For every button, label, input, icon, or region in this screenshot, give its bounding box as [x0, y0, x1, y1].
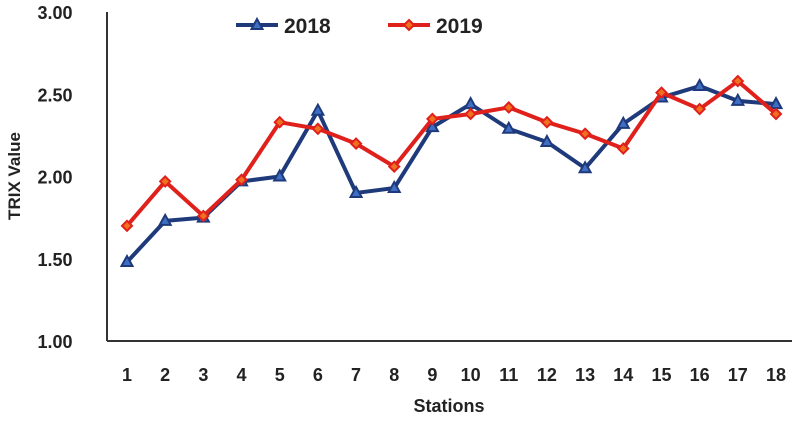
data-point-2019 — [273, 115, 287, 129]
data-point-2019 — [158, 175, 172, 188]
data-point-2018 — [577, 160, 593, 174]
data-point-2018 — [768, 96, 784, 110]
data-point-2018 — [157, 212, 173, 226]
data-point-2019 — [120, 219, 134, 233]
x-tick-label: 4 — [237, 365, 247, 385]
data-point-2019 — [731, 74, 745, 88]
data-point-2019 — [769, 107, 783, 121]
data-point-2019 — [387, 160, 401, 174]
data-point-2019 — [502, 100, 516, 114]
data-point-2019 — [311, 122, 325, 136]
data-point-2018 — [616, 115, 631, 129]
data-point-2019 — [425, 112, 439, 126]
data-point-2019 — [540, 115, 554, 129]
x-tick-label: 10 — [461, 365, 481, 385]
data-point-2018 — [501, 120, 516, 134]
data-point-2018 — [310, 102, 326, 116]
x-tick-label: 13 — [575, 365, 595, 385]
series-line-2018 — [125, 84, 777, 264]
data-point-2019 — [196, 209, 210, 223]
legend-label: 2018 — [284, 15, 331, 38]
x-tick-label: 14 — [613, 365, 633, 385]
data-point-2019 — [235, 173, 248, 187]
x-tick-label: 18 — [766, 365, 786, 385]
data-point-2018 — [425, 119, 440, 133]
x-tick-label: 15 — [651, 365, 671, 385]
x-tick-label: 11 — [499, 365, 518, 385]
y-tick-label: 2.50 — [37, 85, 72, 105]
data-point-2019 — [655, 86, 668, 100]
x-tick-label: 3 — [198, 365, 208, 385]
data-point-2019 — [349, 137, 363, 151]
x-axis-label: Stations — [413, 396, 484, 416]
series-2019 — [120, 74, 783, 233]
data-point-2019 — [616, 142, 630, 155]
legend-item-2019: 2019 — [388, 15, 483, 38]
data-point-2018 — [348, 184, 364, 198]
x-tick-label: 8 — [389, 365, 399, 385]
x-tick-label: 1 — [122, 365, 132, 385]
x-tick-label: 5 — [275, 365, 285, 385]
series-2018 — [119, 77, 784, 268]
data-point-2018 — [463, 96, 478, 110]
x-tick-label: 9 — [427, 365, 437, 385]
y-tick-label: 3.00 — [37, 3, 72, 23]
data-point-2018 — [539, 133, 555, 147]
y-tick-label: 1.00 — [37, 332, 72, 352]
x-tick-label: 6 — [313, 365, 323, 385]
data-point-2018 — [692, 77, 707, 92]
data-point-2018 — [387, 179, 402, 194]
x-tick-label: 16 — [690, 365, 710, 385]
data-point-2019 — [578, 127, 592, 141]
data-point-2018 — [272, 168, 287, 182]
y-tick-label: 2.00 — [37, 168, 72, 188]
y-axis-label: TRIX Value — [5, 132, 24, 220]
y-tick-label: 1.50 — [37, 250, 72, 270]
x-tick-label: 17 — [728, 365, 748, 385]
x-tick-label: 2 — [160, 365, 170, 385]
data-point-2019 — [464, 107, 478, 121]
data-point-2018 — [730, 92, 746, 106]
legend-label: 2019 — [436, 15, 483, 38]
data-point-2019 — [693, 102, 707, 116]
x-tick-label: 7 — [351, 365, 361, 385]
series-line-2019 — [125, 79, 778, 228]
data-point-2018 — [119, 253, 135, 268]
legend-item-2018: 2018 — [236, 15, 331, 38]
legend-marker — [249, 16, 265, 30]
legend-marker — [402, 18, 416, 32]
x-tick-label: 12 — [537, 365, 557, 385]
